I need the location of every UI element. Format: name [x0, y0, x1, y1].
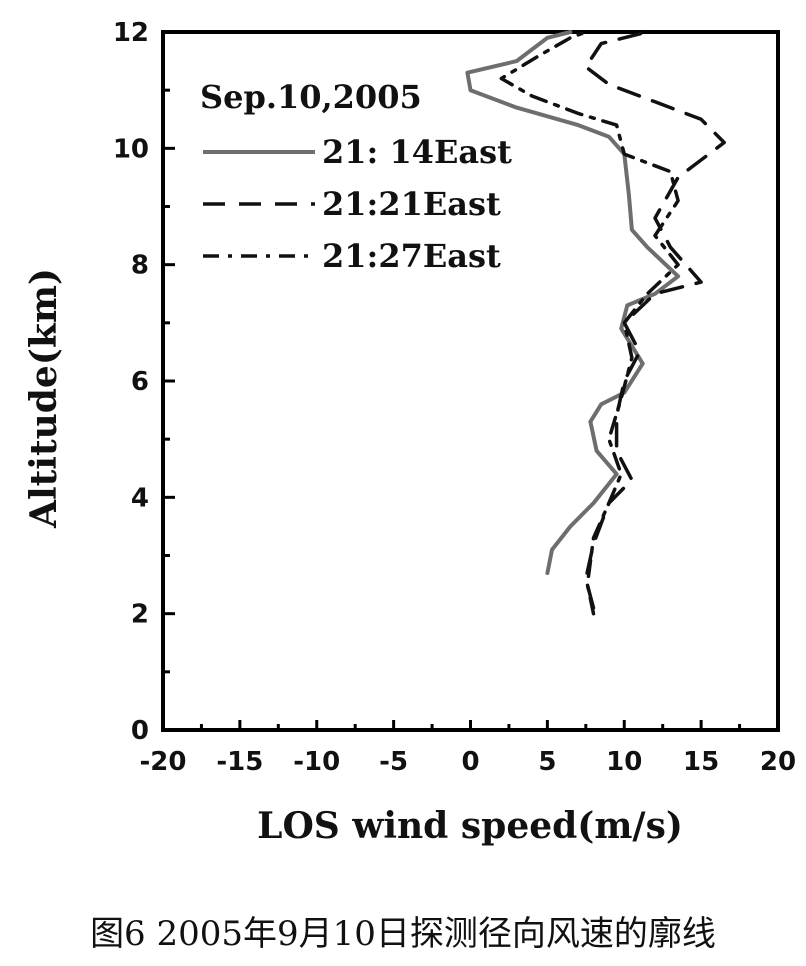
- x-tick-label: 5: [538, 747, 556, 777]
- legend-title: Sep.10,2005: [200, 78, 422, 116]
- legend-label: 21:27East: [322, 237, 501, 275]
- y-axis-title: Altitude(km): [23, 268, 65, 529]
- y-tick-label: 12: [113, 18, 149, 48]
- x-tick-label: 0: [461, 747, 479, 777]
- legend-label: 21: 14East: [322, 133, 512, 171]
- figure-caption: 图6 2005年9月10日探测径向风速的廓线: [90, 914, 716, 954]
- legend-label: 21:21East: [322, 185, 501, 223]
- x-axis-title: LOS wind speed(m/s): [257, 805, 683, 847]
- x-tick-label: -10: [293, 747, 340, 777]
- series-line: [499, 30, 680, 616]
- y-tick-label: 2: [131, 600, 149, 630]
- x-tick-label: -5: [379, 747, 408, 777]
- series-line: [584, 30, 726, 610]
- x-tick-label: 10: [606, 747, 642, 777]
- y-tick-label: 10: [113, 134, 149, 164]
- y-tick-label: 0: [131, 716, 149, 746]
- series-line: [465, 30, 681, 575]
- y-tick-label: 4: [131, 483, 149, 513]
- y-tick-label: 6: [131, 367, 149, 397]
- x-tick-label: -20: [140, 747, 187, 777]
- y-tick-label: 8: [131, 251, 149, 281]
- x-tick-label: 20: [760, 747, 796, 777]
- x-tick-label: 15: [683, 747, 719, 777]
- x-tick-label: -15: [216, 747, 263, 777]
- line-chart: -20 -15 -10 -5 0 5 10 15 20 0 2 4 6 8 10 12 Sep.10,2005…: [23, 18, 796, 847]
